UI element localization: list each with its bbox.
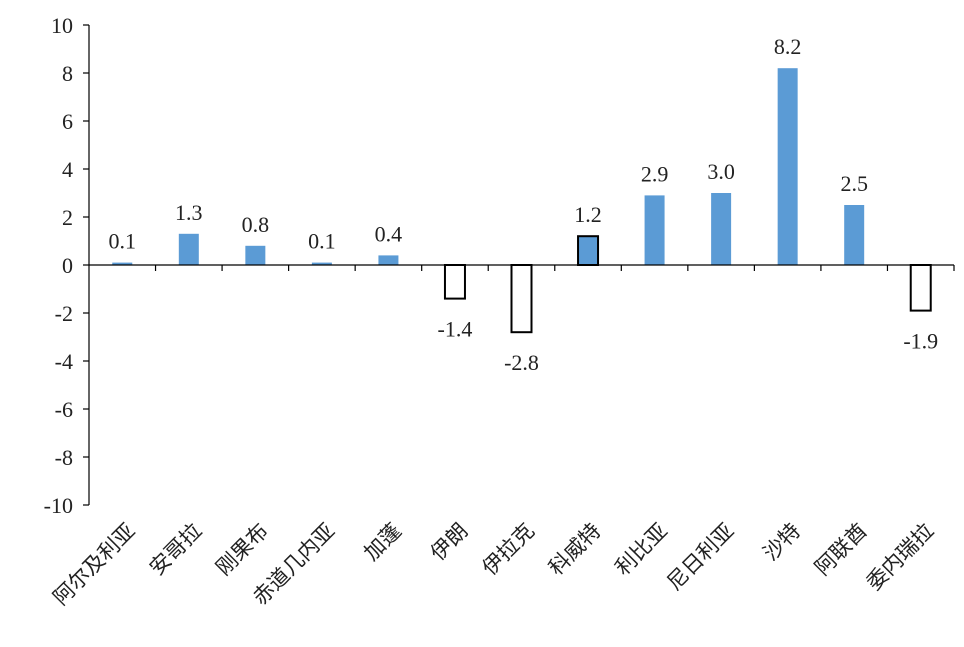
bar xyxy=(112,262,133,265)
y-tick-label: -2 xyxy=(55,301,73,326)
data-label: 8.2 xyxy=(774,34,802,59)
data-label: -2.8 xyxy=(504,350,539,375)
category-label: 伊朗 xyxy=(426,519,473,566)
y-axis-ticks: 10 8 6 4 2 0 -2 -4 -6 -8 -10 xyxy=(44,13,89,518)
data-label: 2.9 xyxy=(641,161,669,186)
y-tick-label: -4 xyxy=(55,349,73,374)
y-tick-label: 2 xyxy=(62,205,73,230)
y-tick-label: -8 xyxy=(55,445,73,470)
category-label: 委内瑞拉 xyxy=(862,519,938,595)
bar xyxy=(378,255,399,265)
data-label: -1.9 xyxy=(903,329,938,354)
y-tick-label: 4 xyxy=(62,157,73,182)
category-label: 加蓬 xyxy=(359,519,406,566)
y-tick-label: 6 xyxy=(62,109,73,134)
category-label: 安哥拉 xyxy=(145,519,207,581)
bar xyxy=(577,235,600,266)
data-label: 0.1 xyxy=(109,229,137,254)
data-labels: 0.1 1.3 0.8 0.1 0.4 -1.4 -2.8 1.2 2.9 3.0 8.2 2.5 -1… xyxy=(109,34,939,375)
bar xyxy=(711,193,732,265)
bar xyxy=(844,205,865,265)
data-label: -1.4 xyxy=(438,317,473,342)
bar xyxy=(245,245,266,265)
category-label: 利比亚 xyxy=(611,519,673,581)
y-tick-label: 0 xyxy=(62,253,73,278)
bar xyxy=(311,262,332,265)
category-label: 阿尔及利亚 xyxy=(49,519,140,610)
category-label: 伊拉克 xyxy=(478,519,540,581)
data-label: 0.8 xyxy=(242,212,270,237)
bar xyxy=(443,264,466,300)
x-axis-ticks xyxy=(154,265,955,271)
data-label: 1.2 xyxy=(574,202,602,227)
y-tick-label: 10 xyxy=(51,13,73,38)
data-label: 0.1 xyxy=(308,229,336,254)
data-label: 1.3 xyxy=(175,200,203,225)
bar xyxy=(644,195,665,265)
data-label: 2.5 xyxy=(840,171,868,196)
data-label: 3.0 xyxy=(707,159,735,184)
category-label: 阿联酋 xyxy=(810,519,872,581)
bar xyxy=(909,264,932,312)
category-label: 尼日利亚 xyxy=(662,519,738,595)
y-tick-label: 8 xyxy=(62,61,73,86)
bars xyxy=(112,68,932,334)
category-label: 沙特 xyxy=(759,519,806,566)
y-tick-label: -10 xyxy=(44,493,73,518)
category-label: 刚果布 xyxy=(211,519,273,581)
category-label: 科威特 xyxy=(544,519,606,581)
y-tick-label: -6 xyxy=(55,397,73,422)
bar xyxy=(178,233,199,265)
bar xyxy=(777,68,798,265)
data-label: 0.4 xyxy=(375,221,403,246)
bar xyxy=(510,264,533,334)
